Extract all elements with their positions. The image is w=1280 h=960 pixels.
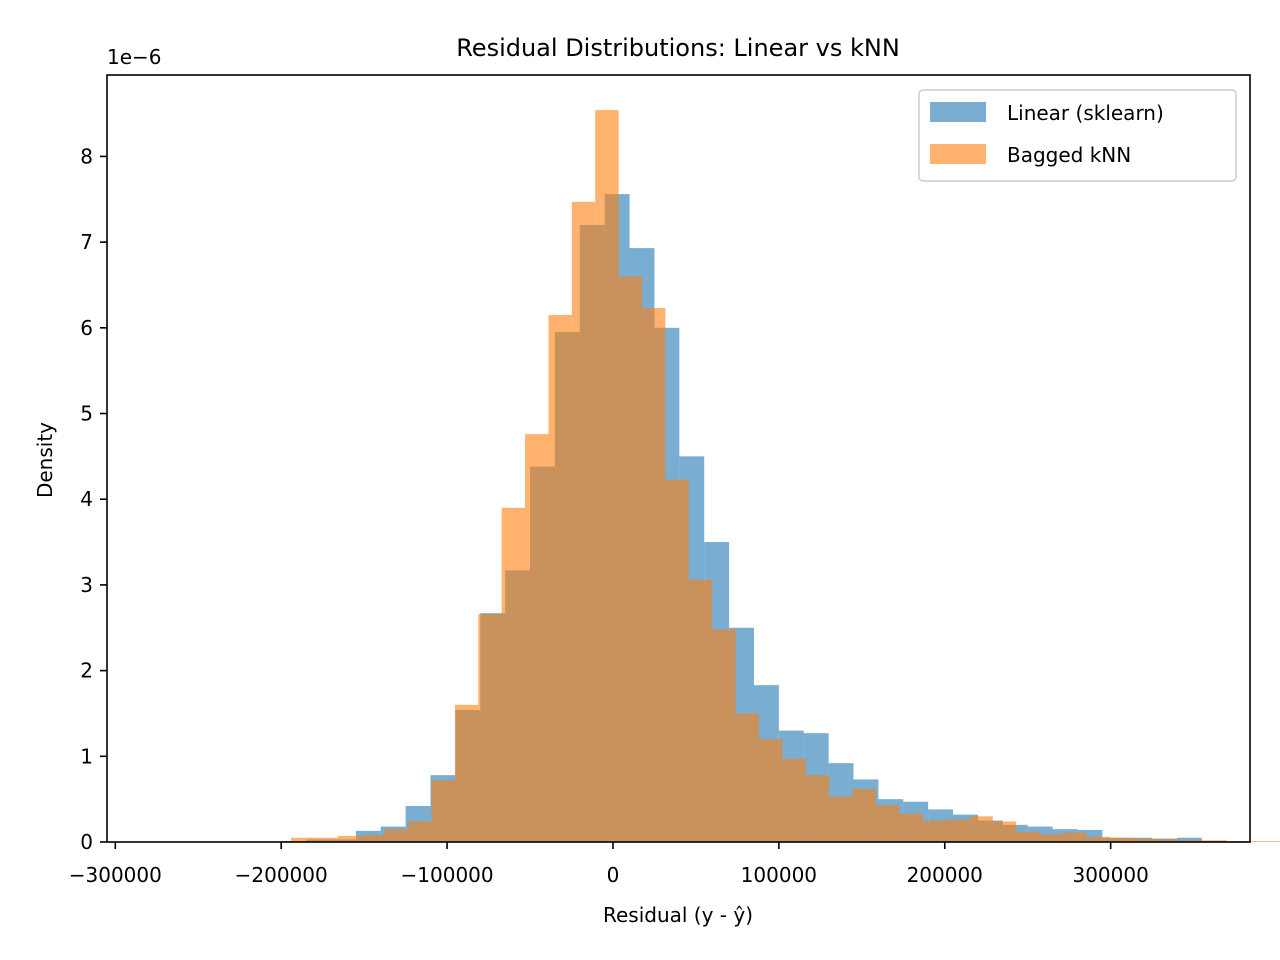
- knn-bar: [454, 704, 479, 842]
- x-tick-label: −300000: [69, 863, 162, 887]
- x-tick-label: −100000: [401, 863, 494, 887]
- knn-bar: [408, 821, 432, 842]
- knn-bar: [899, 813, 923, 842]
- knn-bar: [688, 579, 713, 842]
- knn-bar: [1063, 832, 1087, 842]
- knn-bar: [478, 614, 502, 842]
- knn-bar: [922, 820, 947, 842]
- x-axis-label: Residual (y - ŷ): [603, 903, 753, 927]
- legend-box: [918, 89, 1237, 182]
- y-tick-label: 5: [80, 402, 93, 426]
- knn-bar: [431, 780, 455, 842]
- knn-bar: [1273, 841, 1280, 842]
- y-axis-label: Density: [33, 422, 57, 498]
- legend-swatch-knn: [930, 144, 986, 164]
- axes-frame: [106, 74, 1251, 843]
- x-axis: −300000 −200000 −100000 0 100000 200000 300000: [69, 842, 1149, 887]
- knn-bar: [548, 314, 572, 843]
- knn-bar: [852, 788, 876, 842]
- y-tick-label: 6: [80, 316, 93, 340]
- legend: Linear (sklearn) Bagged kNN: [918, 89, 1237, 182]
- knn-bar: [1156, 839, 1180, 842]
- y-tick-label: 2: [80, 659, 93, 683]
- knn-bar: [314, 837, 338, 842]
- knn-bar: [946, 819, 970, 842]
- knn-bar: [1203, 840, 1227, 842]
- knn-bar: [361, 835, 385, 842]
- knn-bar: [501, 507, 526, 842]
- knn-bar: [969, 816, 993, 842]
- knn-bar: [782, 758, 806, 842]
- x-tick-label: −200000: [235, 863, 328, 887]
- knn-bar: [1133, 838, 1157, 842]
- x-tick-label: 100000: [741, 863, 817, 887]
- legend-swatch-linear: [930, 102, 986, 122]
- knn-bar: [758, 739, 783, 842]
- knn-bar: [665, 479, 689, 842]
- y-offset-text: 1e−6: [107, 45, 162, 69]
- knn-bar: [1250, 841, 1274, 842]
- y-tick-label: 3: [80, 573, 93, 597]
- linear-bar: [1177, 837, 1202, 842]
- y-axis: 0 1 2 3 4 5 6 7 8: [80, 144, 107, 854]
- knn-bar: [1109, 837, 1134, 842]
- knn-bar: [1016, 831, 1040, 842]
- knn-bar: [712, 629, 736, 842]
- y-tick-label: 4: [80, 487, 93, 511]
- legend-label-linear: Linear (sklearn): [1007, 101, 1164, 125]
- y-tick-label: 8: [80, 144, 93, 168]
- knn-bar: [618, 276, 642, 842]
- knn-bar: [337, 836, 362, 842]
- knn-bar: [571, 201, 596, 842]
- y-tick-label: 0: [80, 830, 93, 854]
- knn-bar: [1039, 834, 1064, 842]
- knn-bar: [291, 837, 315, 842]
- y-tick-label: 7: [80, 230, 93, 254]
- knn-bar: [805, 775, 830, 842]
- x-tick-label: 200000: [907, 863, 983, 887]
- plot-area: [106, 74, 1280, 843]
- chart-title: Residual Distributions: Linear vs kNN: [456, 34, 900, 62]
- knn-bar: [992, 821, 1017, 842]
- knn-bar: [595, 110, 619, 842]
- knn-bar: [1086, 836, 1110, 842]
- knn-bar: [384, 829, 409, 842]
- x-tick-label: 0: [607, 863, 620, 887]
- series-knn-bars: [291, 110, 1280, 843]
- y-tick-label: 1: [80, 744, 93, 768]
- knn-bar: [642, 308, 666, 843]
- knn-bar: [875, 805, 900, 842]
- x-tick-label: 300000: [1072, 863, 1148, 887]
- knn-bar: [525, 434, 549, 842]
- legend-label-knn: Bagged kNN: [1007, 143, 1131, 167]
- knn-bar: [829, 796, 853, 842]
- knn-bar: [735, 713, 759, 842]
- knn-bar: [1179, 840, 1204, 842]
